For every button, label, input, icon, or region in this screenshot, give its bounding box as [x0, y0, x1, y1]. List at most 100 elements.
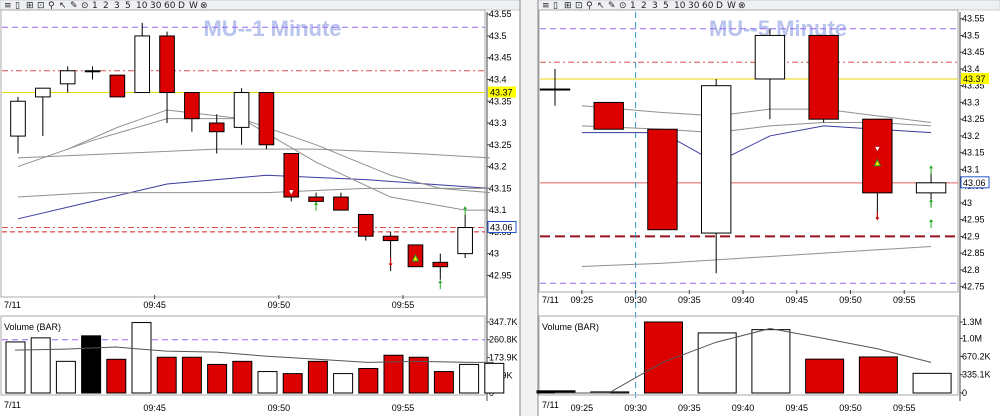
candle-body [808, 34, 839, 120]
x-tick-label: 09:45 [786, 295, 809, 305]
toolbar-item-14[interactable]: 60 [702, 1, 714, 11]
candle [35, 87, 51, 137]
toolbar-bg [0, 0, 521, 11]
signal-triangle-up [873, 158, 882, 167]
signal-arrow-down-head [875, 217, 880, 221]
toolbar-item-17[interactable]: ⊗ [200, 1, 208, 11]
toolbar-item-6[interactable]: ✎ [608, 1, 616, 11]
signal-arrow-down-head [388, 263, 393, 267]
candle-body [258, 92, 275, 146]
price-pane-border [538, 9, 959, 293]
signal-arrow-up-head [463, 206, 468, 210]
y-tick-label: 43.15 [489, 183, 512, 193]
y-tick-label: 43.4 [489, 74, 507, 84]
y-tick-label: 43.5 [489, 31, 507, 41]
candle [109, 74, 126, 98]
toolbar-item-12[interactable]: 10 [674, 1, 686, 11]
x-tick-label: 09:55 [893, 295, 916, 305]
last-price-box [961, 72, 989, 84]
x-tick-label: 09:45 [143, 300, 166, 310]
candle-body [357, 213, 374, 237]
toolbar-item-11[interactable]: 5 [125, 1, 131, 11]
volume-title: Volume (BAR) [4, 322, 61, 332]
volume-bar [333, 373, 354, 394]
vol-y-tick-label: 1.3M [962, 317, 982, 327]
volume-average-line [14, 346, 494, 363]
vol-y-tick-label: 1.0M [962, 333, 982, 343]
toolbar-item-15[interactable]: D [716, 1, 723, 11]
toolbar-item-1[interactable]: ▯ [553, 1, 558, 11]
toolbar-item-2[interactable]: ⊞ [564, 1, 572, 11]
toolbar-item-4[interactable]: ⚲ [586, 1, 593, 11]
candle [233, 88, 250, 145]
volume-pane-border [538, 315, 959, 396]
moving-average-gray [67, 109, 491, 194]
y-tick-label: 42.8 [962, 265, 980, 275]
toolbar-item-11[interactable]: 5 [663, 1, 669, 11]
vol-y-tick-label: 0 [962, 388, 967, 398]
volume-bar [858, 356, 898, 394]
candle [10, 96, 26, 154]
toolbar-item-10[interactable]: 3 [114, 1, 120, 11]
signal-arrow-up-head [929, 198, 934, 202]
toolbar-item-9[interactable]: 2 [641, 1, 647, 11]
signal-arrow-up-head [314, 201, 319, 205]
toolbar-item-13[interactable]: 30 [150, 1, 162, 11]
toolbar-item-0[interactable]: ≡ [4, 1, 12, 11]
panel-divider [520, 0, 538, 416]
x-tick-label: 09:50 [839, 295, 862, 305]
toolbar-item-5[interactable]: ↖ [59, 1, 67, 11]
toolbar-item-5[interactable]: ↖ [597, 1, 605, 11]
candle [59, 66, 76, 93]
candle-body [593, 101, 624, 130]
toolbar-item-3[interactable]: ⊡ [575, 1, 583, 11]
toolbar-item-15[interactable]: D [178, 1, 185, 11]
candle-body [647, 128, 678, 231]
candle-body [382, 235, 399, 242]
candle-body [159, 35, 175, 94]
volume-bar [459, 363, 480, 394]
volume-bar [30, 337, 51, 394]
volume-bar [5, 341, 26, 394]
volume-bar [131, 322, 152, 394]
toolbar-item-2[interactable]: ⊞ [26, 1, 34, 11]
candle-body [700, 85, 732, 234]
x-tick-label: 09:30 [624, 295, 647, 305]
toolbar-item-4[interactable]: ⚲ [48, 1, 55, 11]
volume-bar [805, 358, 845, 394]
y-tick-label: 43.55 [962, 14, 985, 24]
toolbar-item-12[interactable]: 10 [136, 1, 148, 11]
toolbar: ≡ ▯ ⊞ ⊡ ⚲ ↖ ✎ ⊙ 1 2 3 5 10 30 60 D W ⊗ ≡ ▯ ⊞ ⊡ ⚲ ↖ ✎ ⊙ 1 2 3 5 10 30 60 D… [0, 0, 1000, 11]
y-tick-label: 43.2 [489, 162, 507, 172]
candle-body [283, 153, 300, 198]
current-price-box [487, 221, 517, 234]
toolbar-item-7[interactable]: ⊙ [619, 1, 627, 11]
candle-body [109, 74, 126, 98]
toolbar-item-9[interactable]: 2 [103, 1, 109, 11]
candle [457, 214, 473, 258]
candle-body [233, 92, 250, 128]
toolbar-item-8[interactable]: 1 [92, 1, 98, 11]
volume-bar [232, 360, 253, 394]
toolbar-item-7[interactable]: ⊙ [81, 1, 89, 11]
toolbar-item-13[interactable]: 30 [688, 1, 700, 11]
toolbar-item-3[interactable]: ⊡ [37, 1, 45, 11]
volume-bar [81, 335, 102, 394]
toolbar-item-14[interactable]: 60 [164, 1, 176, 11]
volume-bar [643, 321, 683, 394]
toolbar-item-16[interactable]: W [189, 1, 198, 11]
toolbar-item-0[interactable]: ≡ [542, 1, 550, 11]
toolbar-item-10[interactable]: 3 [652, 1, 658, 11]
volume-bar [181, 356, 202, 394]
y-tick-label: 43.45 [962, 47, 985, 57]
toolbar-item-1[interactable]: ▯ [15, 1, 20, 11]
y-tick-label: 43 [962, 198, 972, 208]
toolbar-item-16[interactable]: W [727, 1, 736, 11]
x-tick-label: 09:55 [392, 300, 415, 310]
candle-body [134, 35, 151, 94]
candle [208, 114, 225, 154]
toolbar-item-6[interactable]: ✎ [70, 1, 78, 11]
toolbar-item-8[interactable]: 1 [630, 1, 636, 11]
volume-title: Volume (BAR) [542, 322, 599, 332]
toolbar-item-17[interactable]: ⊗ [738, 1, 746, 11]
